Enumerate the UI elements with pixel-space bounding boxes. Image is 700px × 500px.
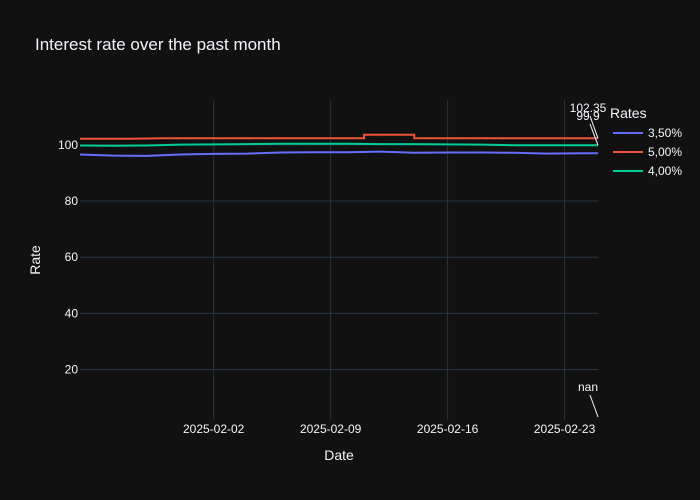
x-tick-label: 2025-02-02 — [183, 422, 245, 436]
grid — [80, 100, 598, 420]
legend-items[interactable]: 3,50% 5,00% 4,00% — [613, 126, 682, 178]
y-tick-label: 60 — [65, 250, 79, 264]
y-tick-label: 100 — [58, 138, 78, 152]
annotation-label: nan — [578, 380, 598, 394]
series-line[interactable] — [79, 142, 598, 147]
annotation-arrow — [589, 115, 599, 139]
y-tick-label: 20 — [65, 362, 79, 376]
x-tick-label: 2025-02-16 — [417, 422, 479, 436]
legend-title: Rates — [610, 105, 647, 121]
legend[interactable]: Rates 3,50% 5,00% 4,00% — [610, 105, 682, 178]
chart-title: Interest rate over the past month — [35, 35, 281, 54]
legend-label: 3,50% — [648, 126, 682, 140]
annotation-label: 99.9 — [576, 109, 600, 123]
legend-item[interactable]: 4,00% — [613, 164, 682, 178]
x-axis-label: Date — [324, 447, 354, 463]
legend-item[interactable]: 3,50% — [613, 126, 682, 140]
series-line[interactable] — [79, 150, 598, 157]
legend-label: 4,00% — [648, 164, 682, 178]
y-tick-label: 80 — [65, 194, 79, 208]
annotation-arrow — [589, 394, 599, 418]
y-tick-label: 40 — [65, 306, 79, 320]
x-tick-label: 2025-02-09 — [300, 422, 362, 436]
series-line[interactable] — [80, 133, 599, 140]
legend-item[interactable]: 5,00% — [613, 145, 682, 159]
tick-labels: 20 40 60 80 100 2025-02-02 2025-02-09 2025-02-1… — [58, 138, 596, 436]
x-tick-label: 2025-02-23 — [534, 422, 596, 436]
series-lines — [79, 133, 599, 157]
legend-label: 5,00% — [648, 145, 682, 159]
annotation-arrow — [589, 123, 599, 146]
annotation-label: 102.35 — [570, 101, 607, 115]
y-axis-label: Rate — [27, 245, 43, 275]
